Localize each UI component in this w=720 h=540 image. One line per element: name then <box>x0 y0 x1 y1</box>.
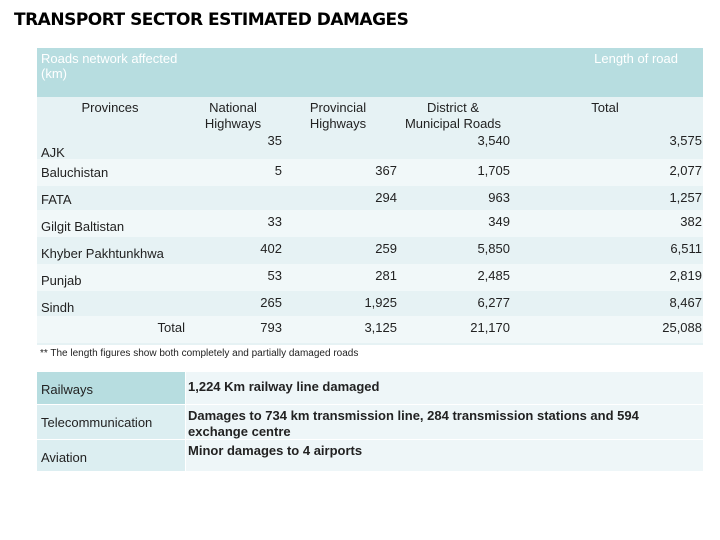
cell: 367 <box>375 163 397 178</box>
row-label: Railways <box>41 382 94 397</box>
row-band <box>37 210 703 237</box>
column-header: Provinces <box>81 100 139 115</box>
label-cell-bg <box>37 440 185 471</box>
row-label: AJK <box>41 145 65 160</box>
cell: 2,077 <box>669 163 702 178</box>
cell: 21,170 <box>470 320 510 335</box>
row-label: FATA <box>41 192 72 207</box>
row-label: Sindh <box>41 300 75 315</box>
cell: 25,088 <box>662 320 702 335</box>
cell: 963 <box>488 190 510 205</box>
label-cell-bg <box>37 405 185 439</box>
row-band <box>37 159 703 186</box>
cell: 1,925 <box>364 295 397 310</box>
cell: 3,540 <box>477 133 510 148</box>
row-label: Aviation <box>41 450 88 465</box>
cell: 3,575 <box>669 133 702 148</box>
caption-right: Length of road <box>594 51 678 66</box>
row-value: 1,224 Km railway line damaged <box>188 379 380 394</box>
cell: 8,467 <box>669 295 702 310</box>
header-band <box>37 48 703 97</box>
cell: 2,819 <box>669 268 702 283</box>
row-label: Total <box>157 320 185 335</box>
cell: 6,511 <box>670 241 702 256</box>
label-cell-bg <box>37 372 185 404</box>
cell: 6,277 <box>477 295 510 310</box>
row-label: Baluchistan <box>41 165 109 180</box>
footnote: ** The length figures show both complete… <box>40 348 359 359</box>
cell: 33 <box>267 214 282 229</box>
cell: 349 <box>488 214 510 229</box>
cell: 382 <box>680 214 702 229</box>
row-label: Punjab <box>41 273 82 288</box>
cell: 35 <box>267 133 282 148</box>
cell: 53 <box>267 268 282 283</box>
row-value: Minor damages to 4 airports <box>188 443 363 458</box>
cell: 793 <box>260 320 282 335</box>
cell: 3,125 <box>364 320 397 335</box>
value-cell-bg <box>186 405 703 439</box>
row-value: Damages to 734 km transmission line, 284… <box>188 408 639 439</box>
cell: 5 <box>274 163 282 178</box>
cell: 294 <box>375 190 397 205</box>
cell: 265 <box>260 295 282 310</box>
row-band <box>37 316 703 343</box>
row-label: Gilgit Baltistan <box>41 219 125 234</box>
row-label: Khyber Pakhtunkhwa <box>41 246 164 261</box>
value-cell-bg <box>186 440 703 471</box>
column-header: Provincial Highways <box>309 100 367 131</box>
cell: 402 <box>260 241 282 256</box>
column-header: National Highways <box>204 100 262 131</box>
row-label: Telecommunication <box>41 415 153 430</box>
cell: 281 <box>375 268 397 283</box>
cell: 1,257 <box>669 190 702 205</box>
cell: 2,485 <box>477 268 510 283</box>
page-title: TRANSPORT SECTOR ESTIMATED DAMAGES <box>14 10 409 30</box>
column-header: Total <box>591 100 619 115</box>
cell: 1,705 <box>477 163 510 178</box>
cell: 259 <box>375 241 397 256</box>
caption-left: Roads network affected (km) <box>41 51 178 81</box>
row-band <box>37 264 703 291</box>
cell: 5,850 <box>477 241 510 256</box>
column-header: District & Municipal Roads <box>404 100 502 131</box>
value-cell-bg <box>186 372 703 404</box>
